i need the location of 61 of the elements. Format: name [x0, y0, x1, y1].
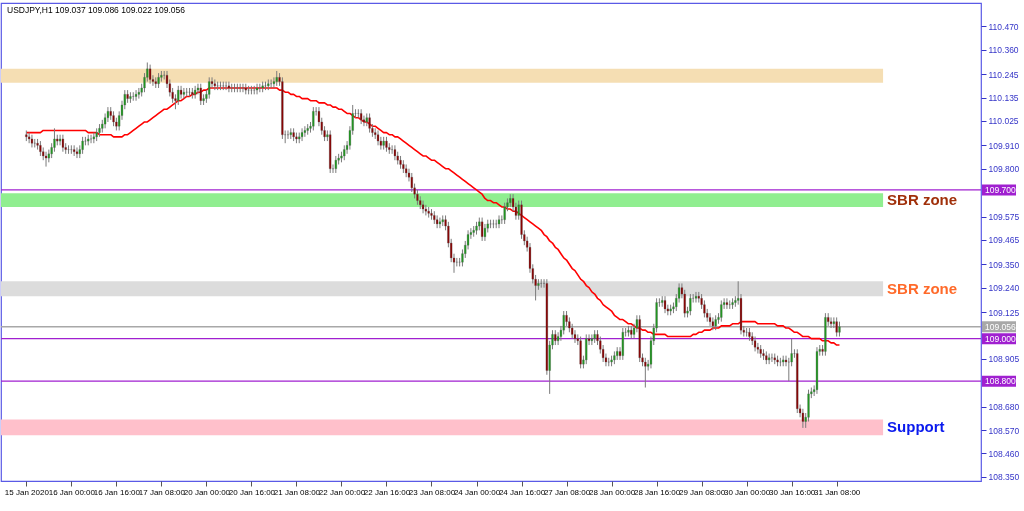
candlestick — [438, 217, 442, 229]
candlestick — [132, 91, 135, 102]
candlestick — [360, 108, 363, 125]
y-tick-label: 108.905 — [988, 354, 1020, 365]
y-tick-label: 108.680 — [988, 402, 1020, 413]
candlestick — [199, 83, 202, 106]
band-label: SBR zone — [887, 279, 958, 297]
band-label: SBR zone — [887, 191, 958, 209]
ref-line-label: 109.000 — [985, 333, 1016, 344]
candlestick — [312, 106, 315, 131]
candlestick — [149, 64, 152, 85]
y-tick-label: 109.575 — [988, 212, 1020, 223]
y-tick-label: 109.465 — [988, 235, 1020, 246]
y-tick-label: 110.360 — [988, 45, 1019, 56]
candlestick — [177, 85, 180, 106]
y-tick-label: 108.350 — [988, 472, 1020, 483]
candlestick — [801, 408, 804, 429]
ref-line-label: 108.800 — [985, 376, 1016, 387]
candlestick — [768, 353, 771, 365]
candlestick — [134, 89, 138, 102]
candlestick — [393, 144, 396, 161]
candlestick — [481, 217, 484, 242]
y-tick-label: 110.025 — [988, 116, 1019, 127]
x-tick-label: 30 Jan 16:00 — [769, 487, 816, 497]
candlestick — [787, 357, 790, 382]
y-tick-label: 110.470 — [988, 21, 1019, 32]
chart-title: USDJPY,H1 109.037 109.086 109.022 109.056 — [7, 5, 186, 15]
candlestick — [621, 327, 624, 361]
y-tick-label: 109.240 — [988, 283, 1020, 294]
candlestick — [208, 76, 211, 100]
candlestick — [585, 333, 588, 365]
ref-line-label: 109.700 — [985, 184, 1016, 195]
y-tick-label: 109.910 — [988, 140, 1020, 151]
candlestick — [421, 200, 425, 214]
candlestick — [590, 333, 593, 346]
y-tick-label: 109.125 — [988, 307, 1020, 318]
candlestick — [436, 214, 439, 229]
y-tick-label: 110.135 — [988, 93, 1019, 104]
candlestick — [194, 85, 197, 100]
candlestick — [92, 132, 95, 144]
y-tick-label: 108.570 — [988, 425, 1020, 436]
candlestick — [424, 204, 427, 216]
candlestick — [708, 312, 712, 327]
candlestick — [28, 132, 31, 144]
candlestick — [728, 299, 731, 310]
candlestick — [540, 278, 543, 289]
x-tick-label: 15 Jan 2020 — [4, 487, 50, 497]
candlestick — [711, 316, 714, 331]
candlestick — [258, 83, 261, 93]
ref-line-label: 109.056 — [985, 321, 1016, 332]
x-tick-label: 31 Jan 08:00 — [814, 487, 861, 497]
y-tick-label: 109.350 — [988, 259, 1020, 270]
y-tick-label: 109.800 — [988, 164, 1020, 175]
band-label: Support — [887, 418, 945, 436]
x-tick-label: 16 Jan 00:00 — [48, 487, 96, 497]
candlestick — [503, 202, 506, 225]
candlestick — [303, 125, 306, 138]
y-tick-label: 110.245 — [988, 69, 1019, 80]
candlestick — [644, 357, 647, 389]
candlestick — [137, 87, 140, 100]
y-tick-label: 108.460 — [988, 448, 1020, 459]
